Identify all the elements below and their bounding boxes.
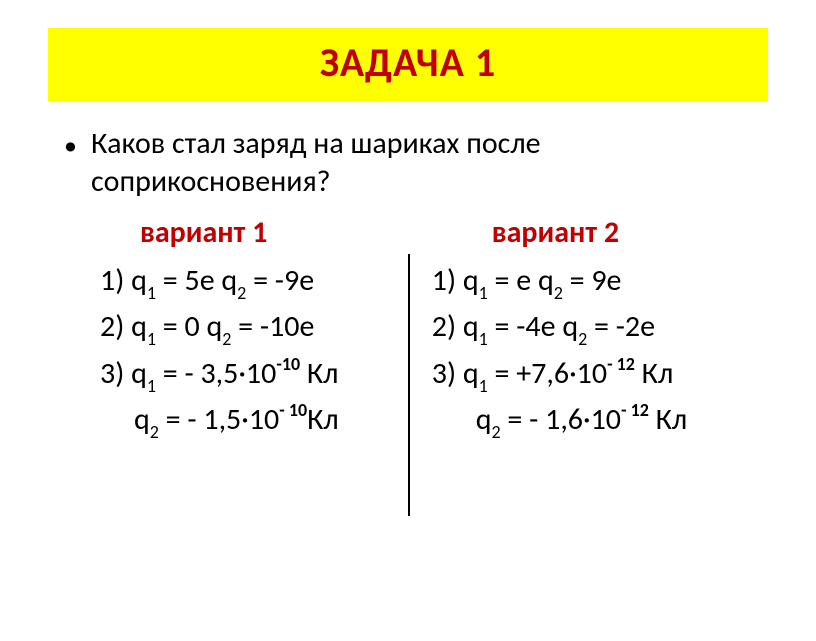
v2-line-3: 3) q1 = +7,6·10- 12 Кл	[432, 355, 752, 396]
text: q	[134, 401, 150, 438]
v2-line-2: 2) q1 = -4e q2 = -2e	[432, 308, 752, 349]
subscript: 1	[147, 375, 156, 397]
variant-1-column: вариант 1 1) q1 = 5e q2 = -9e 2) q1 = 0 …	[64, 214, 422, 448]
variant-2-column: вариант 2 1) q1 = e q2 = 9e 2) q1 = -4e …	[422, 214, 752, 448]
text: = - 1,5·10	[159, 401, 279, 438]
subscript: 2	[578, 328, 587, 350]
text: 1) q	[432, 262, 479, 299]
text: Кл	[635, 355, 673, 392]
v1-line-2: 2) q1 = 0 q2 = -10e	[100, 308, 422, 349]
text: = e q	[488, 262, 554, 299]
v1-line-1: 1) q1 = 5e q2 = -9e	[100, 262, 422, 303]
text: = +7,6·10	[488, 355, 607, 392]
superscript: - 12	[607, 353, 635, 375]
v2-line-4: q2 = - 1,6·10- 12 Кл	[432, 401, 752, 442]
text: 2) q	[432, 308, 479, 345]
subscript: 2	[554, 282, 563, 304]
text: Кл	[307, 401, 339, 438]
superscript: -10	[276, 353, 300, 375]
text: 1) q	[100, 262, 147, 299]
question-row: • Каков стал заряд на шариках после сопр…	[64, 125, 752, 200]
text: = -10e	[231, 308, 314, 345]
text: 3) q	[100, 355, 147, 392]
superscript: - 10	[279, 399, 307, 421]
v1-line-3: 3) q1 = - 3,5·10-10 Кл	[100, 355, 422, 396]
text: = -9e	[246, 262, 314, 299]
slide-title: ЗАДАЧА 1	[320, 38, 496, 87]
title-bar: ЗАДАЧА 1	[48, 28, 768, 101]
text: = -4e q	[488, 308, 578, 345]
subscript: 1	[479, 282, 488, 304]
text: = - 1,6·10	[501, 401, 621, 438]
column-divider	[408, 254, 410, 516]
subscript: 1	[147, 328, 156, 350]
text: = -2e	[587, 308, 655, 345]
subscript: 2	[150, 421, 159, 443]
subscript: 1	[147, 282, 156, 304]
variant-2-header: вариант 2	[432, 214, 752, 252]
subscript: 2	[237, 282, 246, 304]
text: = 9e	[563, 262, 622, 299]
question-text: Каков стал заряд на шариках после соприк…	[91, 125, 752, 200]
text: 2) q	[100, 308, 147, 345]
bullet-icon: •	[64, 129, 77, 162]
text: = - 3,5·10	[156, 355, 276, 392]
subscript: 2	[492, 421, 501, 443]
subscript: 1	[479, 375, 488, 397]
v2-line-1: 1) q1 = e q2 = 9e	[432, 262, 752, 303]
text: q	[476, 401, 492, 438]
text: = 0 q	[156, 308, 222, 345]
subscript: 2	[222, 328, 231, 350]
v1-line-4: q2 = - 1,5·10- 10Кл	[100, 401, 422, 442]
subscript: 1	[479, 328, 488, 350]
text: Кл	[300, 355, 338, 392]
text: Кл	[649, 401, 687, 438]
variant-1-header: вариант 1	[100, 214, 422, 252]
text: 3) q	[432, 355, 479, 392]
text: = 5e q	[156, 262, 237, 299]
superscript: - 12	[621, 399, 649, 421]
